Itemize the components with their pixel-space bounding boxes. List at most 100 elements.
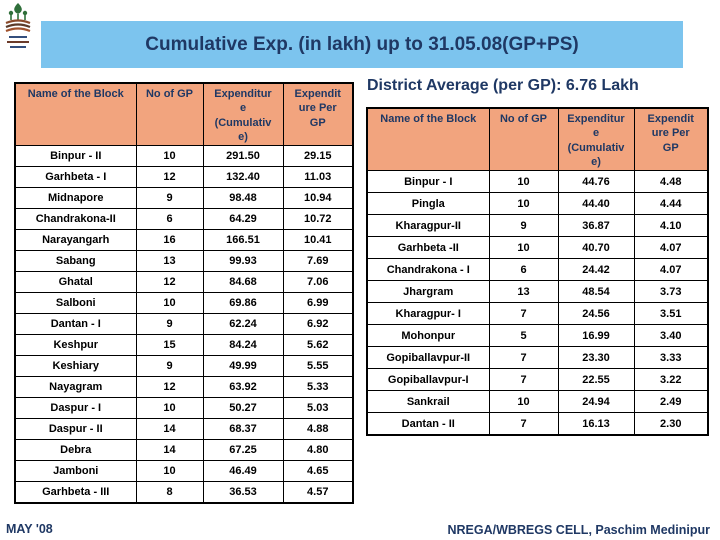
gp-count-cell: 10: [135, 460, 204, 482]
left-expenditure-table: Name of the Block No of GP Expenditur e …: [14, 82, 354, 504]
expenditure-cell: 132.40: [202, 166, 284, 188]
district-average-title: District Average (per GP): 6.76 Lakh: [367, 77, 639, 94]
table-row: Sankrail 10 24.94 2.49: [366, 390, 709, 413]
block-name-cell: Kharagpur- I: [366, 302, 490, 325]
block-name-cell: Daspur - II: [14, 418, 137, 440]
gp-count-cell: 5: [488, 324, 559, 347]
expenditure-per-gp-cell: 10.41: [282, 229, 354, 251]
expenditure-per-gp-cell: 11.03: [282, 166, 354, 188]
expenditure-cell: 46.49: [202, 460, 284, 482]
expenditure-cell: 64.29: [202, 208, 284, 230]
expenditure-per-gp-cell: 4.80: [282, 439, 354, 461]
slide-title: Cumulative Exp. (in lakh) up to 31.05.08…: [145, 33, 579, 55]
gp-count-cell: 10: [135, 145, 204, 167]
col-header-no-of-gp: No of GP: [135, 82, 204, 146]
block-name-cell: Jhargram: [366, 280, 490, 303]
gp-count-cell: 12: [135, 376, 204, 398]
block-name-cell: Salboni: [14, 292, 137, 314]
col-header-no-of-gp: No of GP: [488, 107, 559, 171]
table-row: Gopiballavpur-II 7 23.30 3.33: [366, 346, 709, 369]
table-row: Jhargram 13 48.54 3.73: [366, 280, 709, 303]
table-row: Dantan - II 7 16.13 2.30: [366, 412, 709, 436]
block-name-cell: Pingla: [366, 192, 490, 215]
expenditure-cell: 62.24: [202, 313, 284, 335]
gp-count-cell: 10: [488, 390, 559, 413]
table-row: Garhbeta - III 8 36.53 4.57: [14, 481, 354, 504]
expenditure-per-gp-cell: 5.55: [282, 355, 354, 377]
block-name-cell: Kharagpur-II: [366, 214, 490, 237]
expenditure-per-gp-cell: 5.33: [282, 376, 354, 398]
gp-count-cell: 12: [135, 271, 204, 293]
header-row: Name of the Block No of GP Expenditur e …: [366, 107, 709, 171]
expenditure-cell: 24.42: [557, 258, 635, 281]
gp-count-cell: 6: [135, 208, 204, 230]
gp-count-cell: 8: [135, 481, 204, 504]
expenditure-cell: 69.86: [202, 292, 284, 314]
slide-title-bar: Cumulative Exp. (in lakh) up to 31.05.08…: [41, 21, 683, 68]
expenditure-per-gp-cell: 7.06: [282, 271, 354, 293]
block-name-cell: Midnapore: [14, 187, 137, 209]
col-header-expenditure-cumulative: Expenditur e (Cumulativ e): [557, 107, 635, 171]
table-row: Daspur - I 10 50.27 5.03: [14, 397, 354, 419]
expenditure-cell: 44.40: [557, 192, 635, 215]
left-table-body: Binpur - II 10 291.50 29.15 Garhbeta - I…: [14, 145, 354, 504]
block-name-cell: Sabang: [14, 250, 137, 272]
gp-count-cell: 13: [488, 280, 559, 303]
table-row: Narayangarh 16 166.51 10.41: [14, 229, 354, 251]
gp-count-cell: 10: [488, 192, 559, 215]
block-name-cell: Dantan - II: [366, 412, 490, 436]
gp-count-cell: 9: [488, 214, 559, 237]
block-name-cell: Debra: [14, 439, 137, 461]
table-row: Dantan - I 9 62.24 6.92: [14, 313, 354, 335]
block-name-cell: Gopiballavpur-I: [366, 368, 490, 391]
gp-count-cell: 9: [135, 313, 204, 335]
col-header-expenditure-cumulative: Expenditur e (Cumulativ e): [202, 82, 284, 146]
expenditure-per-gp-cell: 3.22: [633, 368, 709, 391]
table-row: Debra 14 67.25 4.80: [14, 439, 354, 461]
table-row: Ghatal 12 84.68 7.06: [14, 271, 354, 293]
block-name-cell: Chandrakona - I: [366, 258, 490, 281]
expenditure-cell: 24.56: [557, 302, 635, 325]
table-row: Garhbeta -II 10 40.70 4.07: [366, 236, 709, 259]
expenditure-cell: 24.94: [557, 390, 635, 413]
table-row: Nayagram 12 63.92 5.33: [14, 376, 354, 398]
expenditure-per-gp-cell: 2.30: [633, 412, 709, 436]
gp-count-cell: 7: [488, 346, 559, 369]
expenditure-per-gp-cell: 2.49: [633, 390, 709, 413]
expenditure-cell: 84.68: [202, 271, 284, 293]
expenditure-per-gp-cell: 4.48: [633, 170, 709, 193]
block-name-cell: Daspur - I: [14, 397, 137, 419]
gp-count-cell: 10: [488, 170, 559, 193]
gp-count-cell: 10: [135, 397, 204, 419]
expenditure-per-gp-cell: 6.99: [282, 292, 354, 314]
gp-count-cell: 12: [135, 166, 204, 188]
emblem-graphic: [5, 3, 31, 48]
expenditure-cell: 98.48: [202, 187, 284, 209]
footer-date: MAY '08: [6, 522, 53, 536]
header-row: Name of the Block No of GP Expenditur e …: [14, 82, 354, 146]
expenditure-per-gp-cell: 7.69: [282, 250, 354, 272]
block-name-cell: Dantan - I: [14, 313, 137, 335]
expenditure-cell: 63.92: [202, 376, 284, 398]
expenditure-per-gp-cell: 4.10: [633, 214, 709, 237]
block-name-cell: Sankrail: [366, 390, 490, 413]
table-row: Daspur - II 14 68.37 4.88: [14, 418, 354, 440]
table-row: Kharagpur-II 9 36.87 4.10: [366, 214, 709, 237]
expenditure-per-gp-cell: 4.88: [282, 418, 354, 440]
expenditure-cell: 22.55: [557, 368, 635, 391]
block-name-cell: Binpur - I: [366, 170, 490, 193]
block-name-cell: Nayagram: [14, 376, 137, 398]
table-row: Pingla 10 44.40 4.44: [366, 192, 709, 215]
block-name-cell: Keshiary: [14, 355, 137, 377]
table-row: Midnapore 9 98.48 10.94: [14, 187, 354, 209]
table-row: Binpur - II 10 291.50 29.15: [14, 145, 354, 167]
col-header-block-name: Name of the Block: [366, 107, 490, 171]
expenditure-per-gp-cell: 3.51: [633, 302, 709, 325]
footer-org: NREGA/WBREGS CELL, Paschim Medinipur: [447, 523, 710, 537]
expenditure-per-gp-cell: 4.65: [282, 460, 354, 482]
expenditure-cell: 67.25: [202, 439, 284, 461]
left-table-header: Name of the Block No of GP Expenditur e …: [14, 82, 354, 146]
block-name-cell: Jamboni: [14, 460, 137, 482]
expenditure-cell: 36.87: [557, 214, 635, 237]
expenditure-per-gp-cell: 5.03: [282, 397, 354, 419]
